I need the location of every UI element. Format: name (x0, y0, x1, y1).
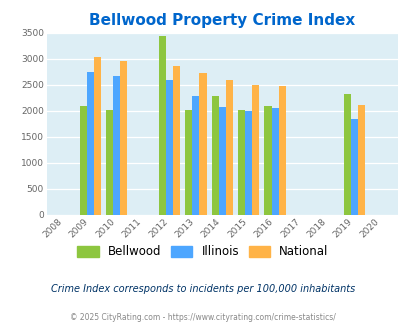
Bar (245, 111, 252, 214)
Bar (350, 119, 357, 214)
Bar (158, 36, 166, 214)
Bar (343, 94, 350, 214)
Bar (192, 96, 199, 214)
Bar (94, 57, 101, 214)
Bar (113, 76, 120, 214)
Bar (185, 110, 192, 214)
Bar (166, 80, 173, 214)
Legend: Bellwood, Illinois, National: Bellwood, Illinois, National (74, 242, 331, 262)
Bar (173, 66, 180, 214)
Text: © 2025 CityRating.com - https://www.cityrating.com/crime-statistics/: © 2025 CityRating.com - https://www.city… (70, 313, 335, 322)
Bar (237, 110, 245, 214)
Bar (87, 72, 94, 215)
Bar (225, 80, 232, 214)
Bar (79, 106, 87, 214)
Bar (199, 73, 206, 215)
Bar (120, 61, 127, 214)
Bar (211, 96, 218, 214)
Bar (271, 108, 278, 214)
Bar (357, 105, 364, 214)
Text: Crime Index corresponds to incidents per 100,000 inhabitants: Crime Index corresponds to incidents per… (51, 284, 354, 294)
Bar (278, 86, 285, 214)
Bar (106, 110, 113, 214)
Bar (264, 106, 271, 214)
Bar (252, 85, 259, 214)
Title: Bellwood Property Crime Index: Bellwood Property Crime Index (89, 13, 354, 28)
Bar (218, 107, 225, 214)
